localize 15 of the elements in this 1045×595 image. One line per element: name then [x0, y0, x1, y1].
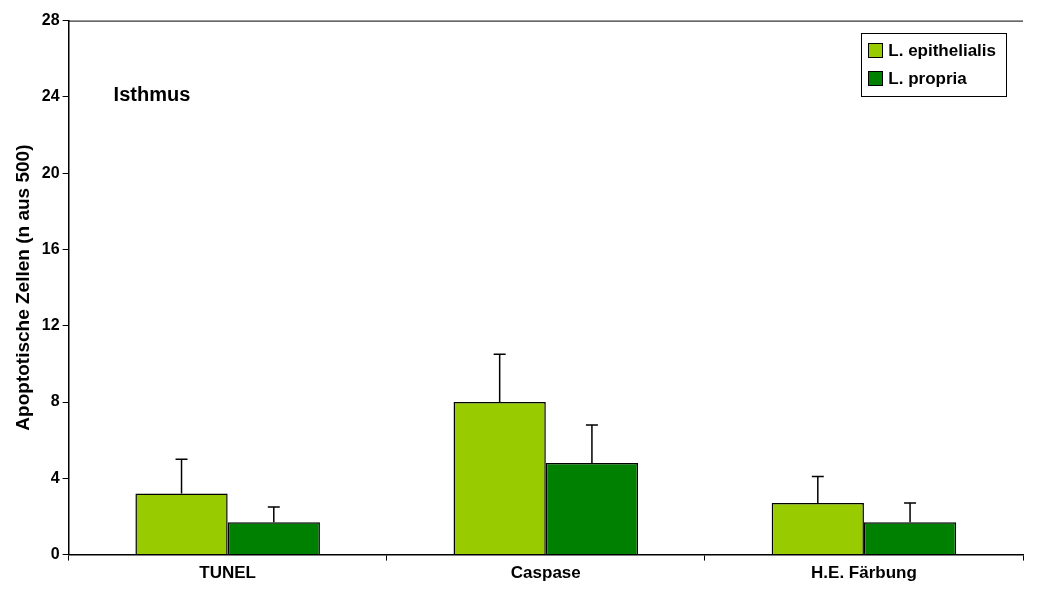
y-tick-label: 24 — [41, 87, 60, 105]
y-tick-label: 20 — [41, 163, 60, 181]
x-tick-label: Caspase — [510, 563, 581, 583]
y-tick-label: 12 — [41, 316, 60, 334]
y-tick-label: 8 — [50, 392, 60, 410]
y-tick-label: 0 — [50, 545, 60, 563]
y-axis-title: Apoptotische Zellen (n aus 500) — [11, 144, 33, 431]
annotation: Isthmus — [113, 82, 191, 106]
legend-label: L. epithelialis — [888, 39, 996, 62]
y-tick-label: 16 — [41, 239, 60, 257]
y-tick-label: 28 — [41, 11, 60, 29]
x-tick-label: TUNEL — [199, 563, 256, 583]
legend-label: L. propria — [888, 67, 967, 90]
y-tick-label: 4 — [50, 468, 60, 486]
x-tick-label: H.E. Färbung — [811, 563, 917, 583]
